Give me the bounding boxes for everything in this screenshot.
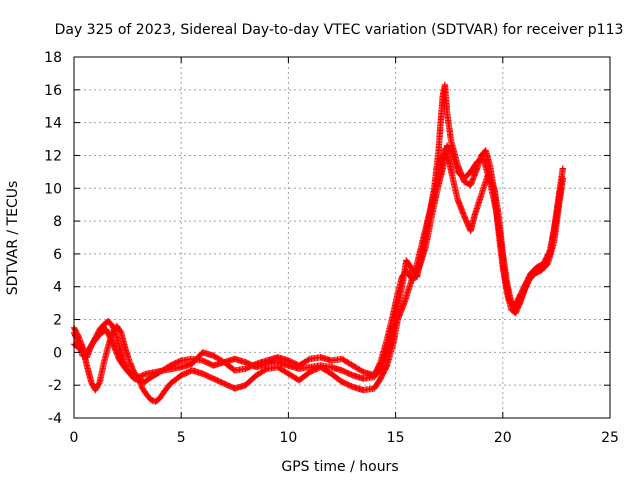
y-tick-label: 2 <box>53 313 62 329</box>
y-tick-label: 4 <box>53 280 62 296</box>
x-tick-label: 10 <box>279 430 297 446</box>
y-tick-label: 18 <box>44 50 62 66</box>
y-axis-label: SDTVAR / TECUs <box>5 181 21 296</box>
data-point-markers <box>70 142 564 381</box>
y-tick-label: 14 <box>44 116 62 132</box>
y-tick-label: 8 <box>53 214 62 230</box>
y-tick-label: 16 <box>44 83 62 99</box>
x-tick-label: 25 <box>601 430 619 446</box>
y-tick-label: 12 <box>44 148 62 164</box>
x-tick-label: 0 <box>70 430 79 446</box>
y-tick-label: 0 <box>53 345 62 361</box>
x-tick-labels: 0 5 10 15 20 25 <box>70 430 619 446</box>
y-tick-label: -2 <box>48 378 62 394</box>
data-point-markers <box>70 81 566 386</box>
x-tick-label: 15 <box>387 430 405 446</box>
series-track-b <box>70 81 566 386</box>
x-axis-label: GPS time / hours <box>281 459 398 475</box>
x-tick-label: 5 <box>177 430 186 446</box>
chart-title: Day 325 of 2023, Sidereal Day-to-day VTE… <box>55 22 624 38</box>
series-track-c <box>70 142 564 381</box>
y-tick-label: 10 <box>44 181 62 197</box>
x-tick-label: 20 <box>494 430 512 446</box>
plot-frame <box>73 56 611 419</box>
data-points <box>70 81 566 405</box>
y-tick-label: -4 <box>48 411 62 427</box>
y-tick-label: 6 <box>53 247 62 263</box>
axis-ticks <box>73 56 611 419</box>
grid-lines <box>74 57 610 418</box>
y-tick-labels: -4 -2 0 2 4 6 8 10 12 14 16 18 <box>44 50 62 427</box>
